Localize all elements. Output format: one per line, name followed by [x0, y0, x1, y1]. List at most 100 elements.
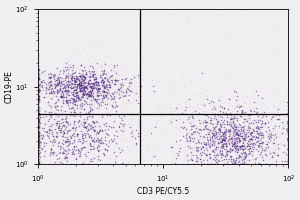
Point	[73, 87, 77, 90]
Point	[231, 120, 236, 123]
Point	[285, 71, 290, 74]
Point	[241, 127, 245, 130]
Point	[101, 81, 106, 84]
Point	[72, 110, 77, 113]
Point	[106, 133, 111, 136]
Point	[161, 162, 166, 165]
Point	[268, 131, 273, 134]
Point	[86, 157, 91, 160]
Point	[59, 125, 64, 128]
Point	[70, 126, 75, 129]
Point	[224, 153, 229, 156]
Point	[275, 142, 280, 146]
Point	[150, 31, 155, 34]
Point	[172, 161, 177, 164]
Point	[59, 141, 64, 145]
Point	[249, 138, 254, 141]
Point	[247, 107, 252, 110]
Point	[78, 81, 83, 84]
Point	[37, 162, 42, 165]
Point	[107, 162, 112, 165]
Point	[86, 66, 91, 69]
Point	[210, 150, 215, 153]
Point	[87, 81, 92, 84]
Point	[251, 90, 256, 94]
Point	[202, 125, 207, 128]
Point	[56, 88, 61, 91]
Point	[81, 92, 85, 95]
Point	[195, 106, 200, 109]
Point	[207, 162, 212, 165]
Point	[252, 118, 256, 122]
Point	[133, 91, 138, 95]
Point	[260, 141, 265, 144]
Point	[144, 60, 149, 63]
Point	[116, 68, 121, 71]
Point	[213, 147, 218, 151]
Point	[251, 129, 256, 133]
Point	[37, 153, 42, 156]
Point	[84, 72, 88, 75]
Point	[189, 157, 194, 160]
Point	[82, 88, 86, 91]
Point	[248, 146, 253, 150]
Point	[192, 148, 197, 152]
Point	[96, 83, 100, 86]
Point	[285, 162, 290, 165]
Point	[228, 129, 233, 133]
Point	[220, 143, 225, 146]
Point	[153, 156, 158, 159]
Point	[60, 82, 65, 85]
Point	[119, 108, 124, 112]
Point	[66, 71, 70, 75]
Point	[64, 102, 68, 105]
Point	[38, 156, 43, 159]
Point	[189, 124, 194, 127]
Point	[178, 162, 183, 165]
Point	[91, 97, 96, 100]
Point	[244, 162, 249, 165]
Point	[238, 128, 243, 131]
Point	[219, 136, 224, 139]
Point	[95, 158, 100, 161]
Point	[111, 140, 116, 143]
Point	[68, 162, 73, 165]
Point	[68, 134, 72, 138]
Point	[279, 132, 284, 135]
Point	[101, 124, 106, 127]
Point	[103, 85, 107, 89]
Point	[178, 104, 183, 107]
Point	[227, 123, 232, 127]
Point	[246, 140, 250, 143]
Point	[112, 83, 116, 86]
Point	[268, 149, 273, 153]
Point	[64, 84, 69, 87]
Point	[132, 145, 137, 148]
Point	[213, 113, 218, 116]
Point	[237, 129, 242, 132]
Point	[284, 115, 288, 118]
Point	[125, 144, 130, 148]
Point	[285, 123, 290, 126]
Point	[239, 125, 244, 129]
Point	[101, 153, 106, 156]
Point	[237, 98, 242, 101]
Point	[88, 70, 92, 74]
Point	[84, 120, 89, 123]
Point	[65, 60, 70, 63]
Point	[206, 128, 210, 131]
Point	[214, 135, 219, 138]
Point	[37, 145, 42, 148]
Point	[37, 83, 42, 87]
Point	[75, 85, 80, 88]
Point	[243, 162, 248, 165]
Point	[39, 162, 44, 165]
Point	[213, 132, 218, 136]
Point	[86, 92, 91, 95]
Point	[95, 87, 100, 90]
Point	[57, 78, 62, 82]
Point	[44, 87, 49, 90]
Point	[189, 131, 194, 134]
Point	[219, 140, 224, 143]
Point	[249, 138, 254, 141]
